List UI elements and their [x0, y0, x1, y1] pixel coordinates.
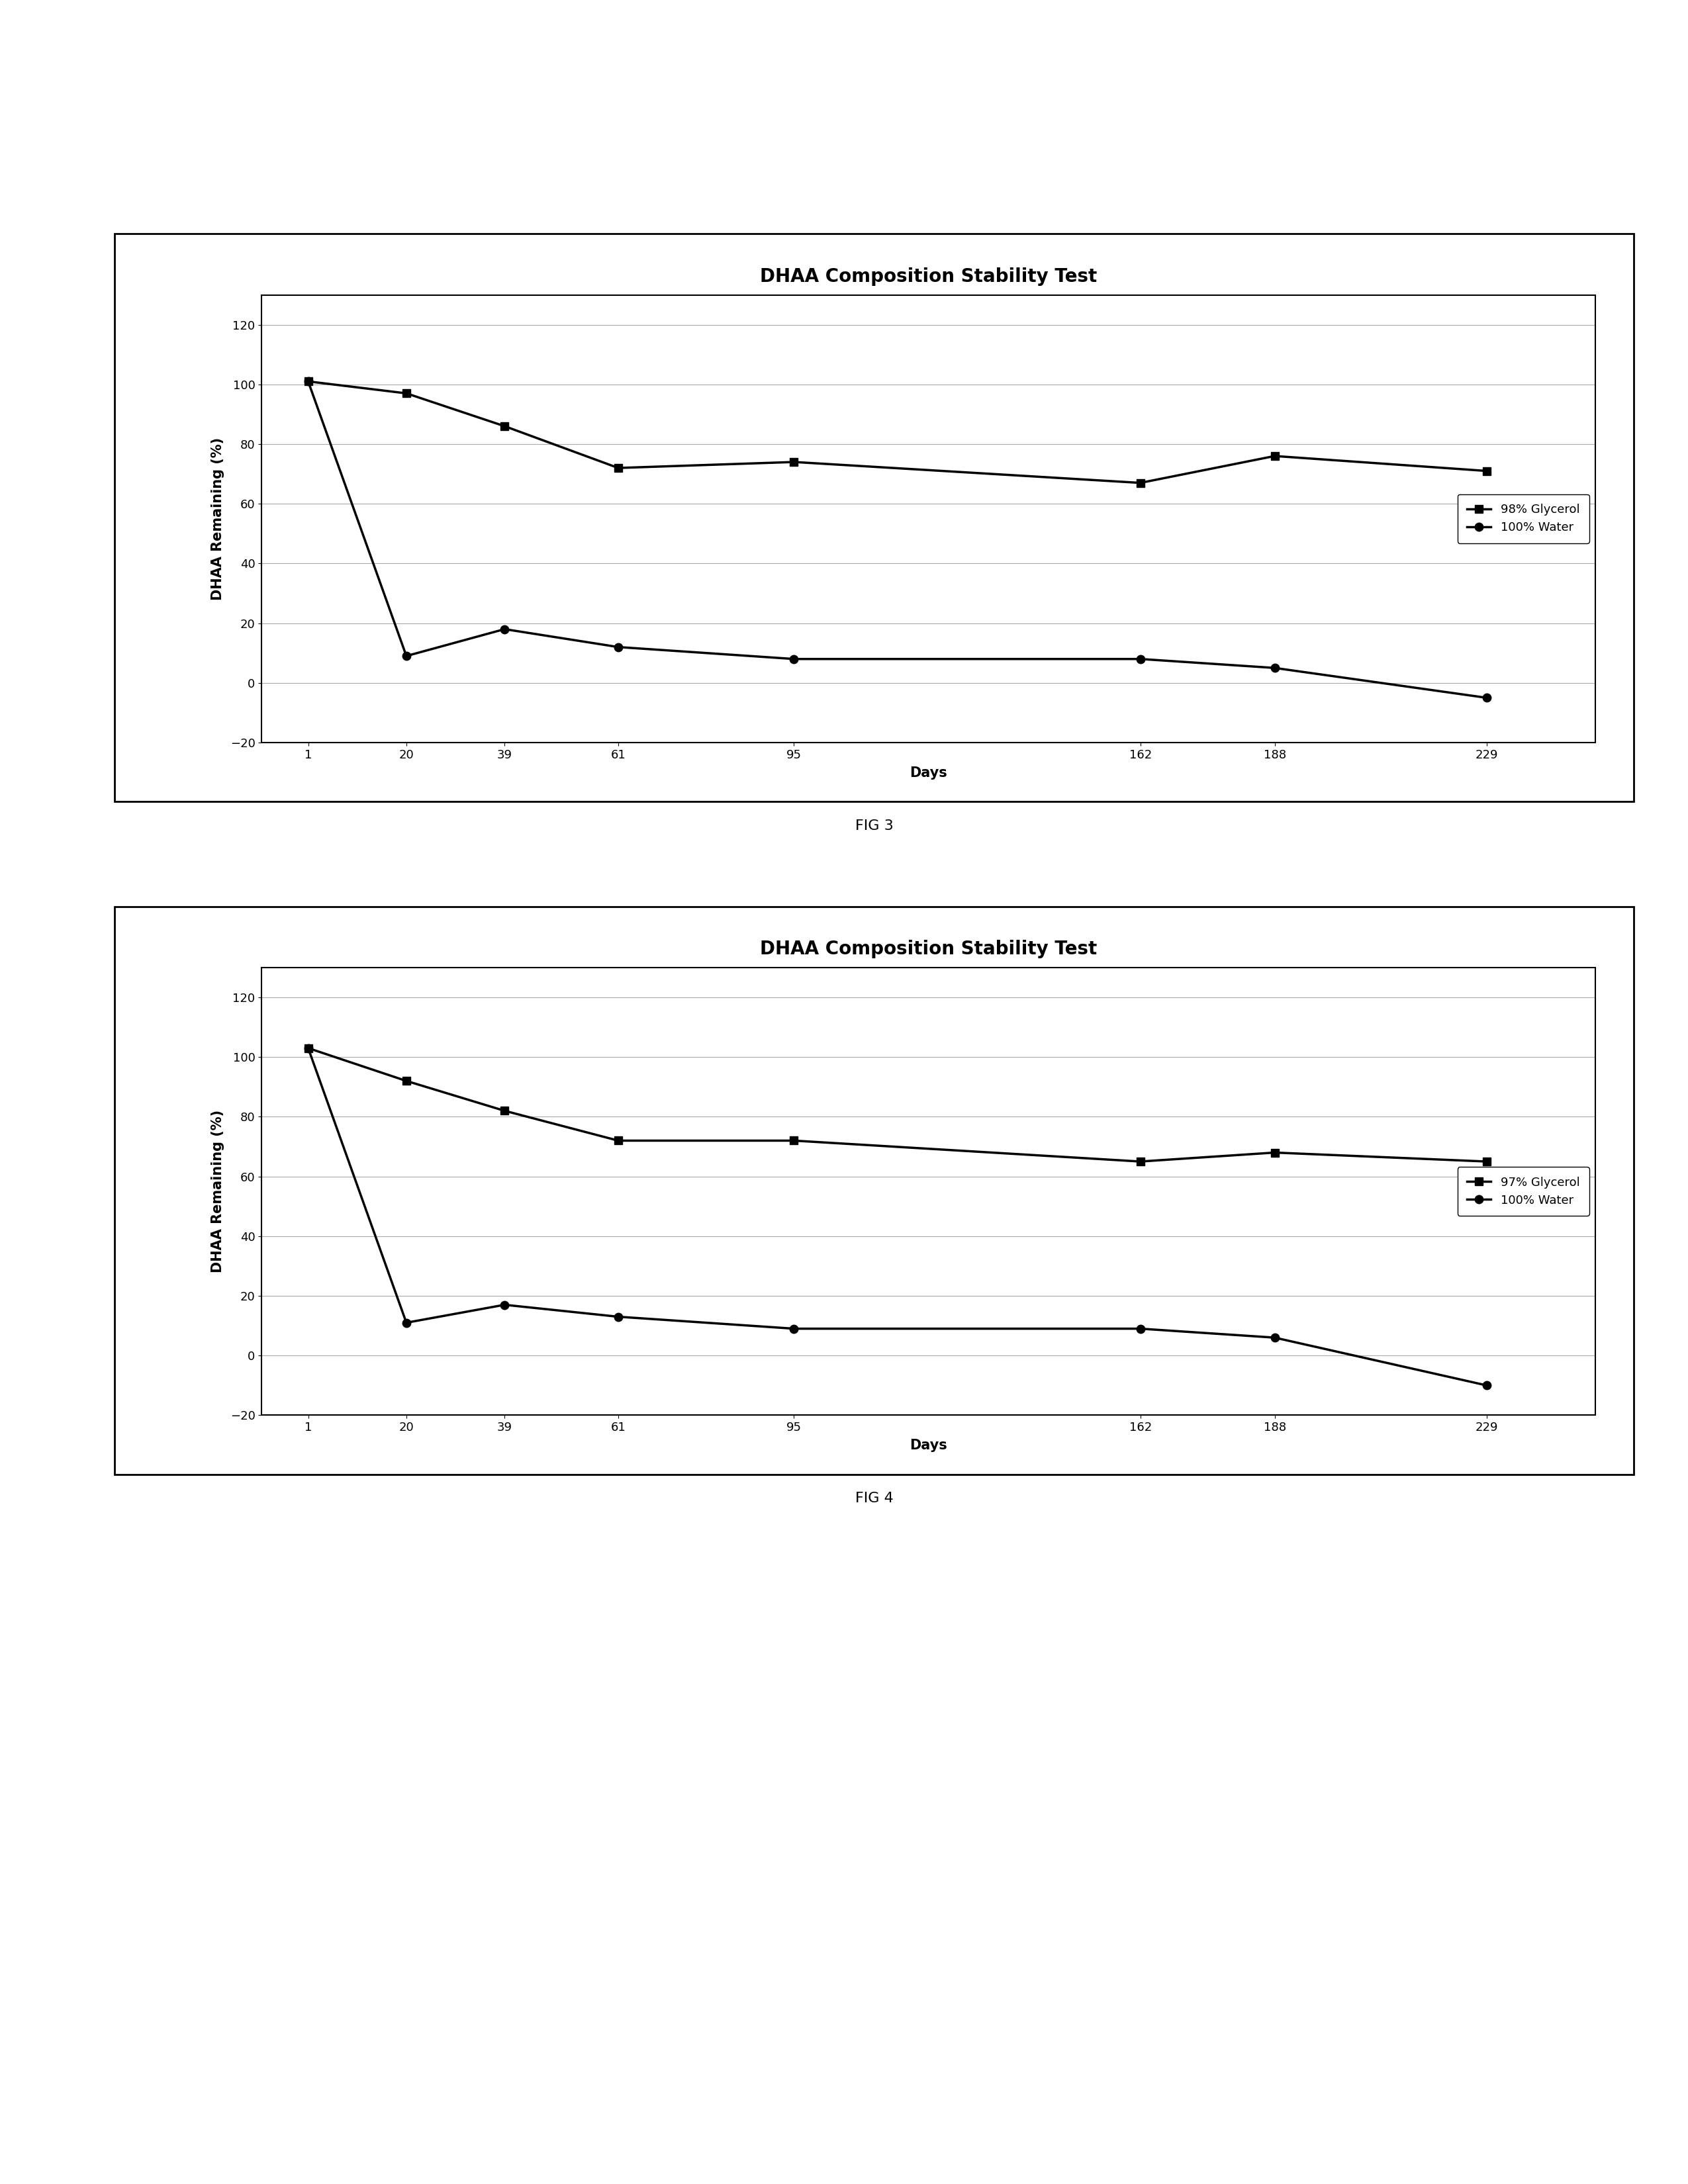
100% Water — [1264, 1324, 1285, 1350]
100% Water — [397, 1310, 417, 1337]
97% Glycerol — [783, 1127, 803, 1153]
100% Water — [783, 1315, 803, 1341]
98% Glycerol — [1131, 470, 1151, 496]
97% Glycerol — [608, 1127, 628, 1153]
Legend: 97% Glycerol, 100% Water: 97% Glycerol, 100% Water — [1457, 1166, 1588, 1216]
100% Water — [608, 633, 628, 660]
98% Glycerol — [608, 454, 628, 480]
Title: DHAA Composition Stability Test: DHAA Composition Stability Test — [760, 939, 1097, 959]
100% Water — [783, 646, 803, 673]
100% Water — [299, 369, 319, 395]
98% Glycerol — [1477, 459, 1497, 485]
98% Glycerol — [1264, 443, 1285, 470]
98% Glycerol — [397, 380, 417, 406]
Line: 100% Water: 100% Water — [304, 378, 1491, 701]
Line: 98% Glycerol: 98% Glycerol — [304, 378, 1491, 487]
97% Glycerol — [299, 1035, 319, 1061]
97% Glycerol — [1477, 1149, 1497, 1175]
100% Water — [397, 642, 417, 668]
X-axis label: Days: Days — [910, 767, 947, 780]
98% Glycerol — [495, 413, 515, 439]
97% Glycerol — [1131, 1149, 1151, 1175]
98% Glycerol — [783, 450, 803, 476]
Text: FIG 3: FIG 3 — [856, 819, 893, 832]
100% Water — [299, 1035, 319, 1061]
100% Water — [1264, 655, 1285, 681]
100% Water — [1131, 646, 1151, 673]
100% Water — [1477, 1372, 1497, 1398]
Y-axis label: DHAA Remaining (%): DHAA Remaining (%) — [211, 1109, 225, 1273]
Text: FIG 4: FIG 4 — [856, 1492, 893, 1505]
100% Water — [1477, 686, 1497, 712]
Title: DHAA Composition Stability Test: DHAA Composition Stability Test — [760, 266, 1097, 286]
100% Water — [495, 616, 515, 642]
Legend: 98% Glycerol, 100% Water: 98% Glycerol, 100% Water — [1457, 494, 1588, 544]
100% Water — [1131, 1315, 1151, 1341]
Line: 100% Water: 100% Water — [304, 1044, 1491, 1389]
100% Water — [608, 1304, 628, 1330]
Line: 97% Glycerol: 97% Glycerol — [304, 1044, 1491, 1166]
97% Glycerol — [495, 1099, 515, 1125]
98% Glycerol — [299, 369, 319, 395]
97% Glycerol — [1264, 1140, 1285, 1166]
97% Glycerol — [397, 1068, 417, 1094]
Y-axis label: DHAA Remaining (%): DHAA Remaining (%) — [211, 437, 225, 601]
X-axis label: Days: Days — [910, 1439, 947, 1452]
100% Water — [495, 1291, 515, 1317]
